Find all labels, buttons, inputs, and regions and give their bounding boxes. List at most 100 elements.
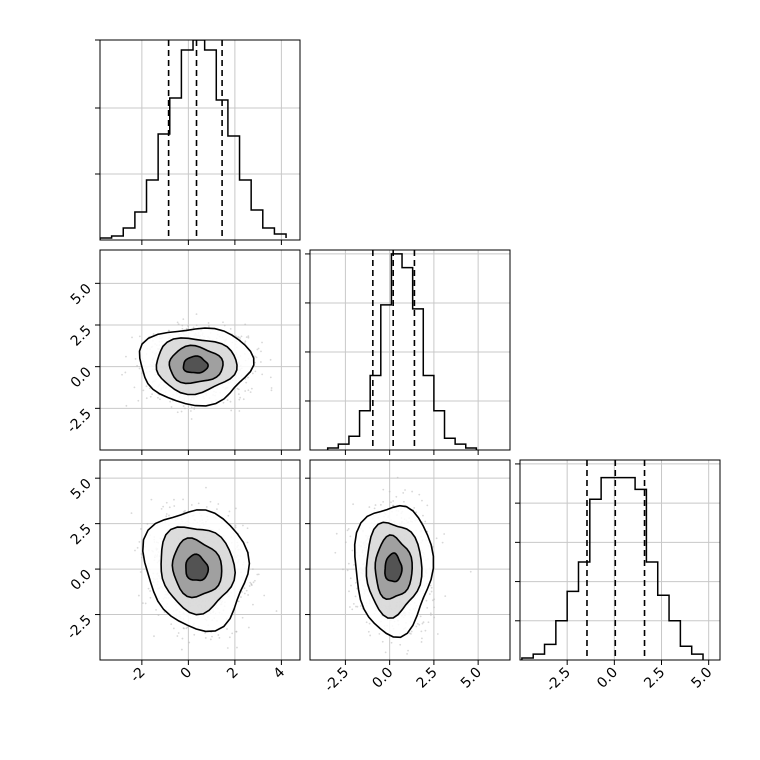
panel-scatter-3-1: -2 0 2 4 -2.5 0.0 2.5 5.0 bbox=[64, 459, 301, 686]
scatter-point bbox=[261, 373, 264, 376]
scatter-point bbox=[236, 646, 238, 649]
scatter-point bbox=[257, 573, 260, 576]
scatter-point bbox=[242, 524, 244, 527]
scatter-point bbox=[136, 546, 139, 549]
y-tick-label: 0.0 bbox=[68, 567, 95, 594]
scatter-point bbox=[187, 325, 189, 327]
scatter-point bbox=[150, 498, 153, 501]
scatter-point bbox=[205, 506, 208, 508]
scatter-point bbox=[396, 476, 399, 479]
scatter-point bbox=[209, 500, 212, 503]
scatter-point bbox=[344, 541, 347, 544]
scatter-point bbox=[443, 533, 446, 535]
scatter-point bbox=[411, 490, 414, 493]
scatter-point bbox=[247, 594, 250, 596]
scatter-point bbox=[415, 511, 418, 514]
scatter-point bbox=[246, 541, 249, 544]
scatter-point bbox=[195, 313, 198, 316]
scatter-point bbox=[416, 622, 419, 625]
histogram-step bbox=[100, 40, 287, 240]
scatter-point bbox=[140, 556, 143, 559]
y-tick-label: -2.5 bbox=[64, 406, 95, 437]
scatter-point bbox=[170, 406, 173, 408]
scatter-point bbox=[378, 632, 381, 635]
y-tick-label: 5.0 bbox=[68, 476, 95, 503]
x-tick-label: -2.5 bbox=[322, 665, 353, 696]
scatter-point bbox=[149, 596, 152, 599]
scatter-point bbox=[140, 553, 143, 555]
histogram-clip bbox=[326, 250, 478, 450]
scatter-point bbox=[244, 390, 247, 392]
scatter-point bbox=[134, 358, 137, 360]
scatter-point bbox=[254, 370, 257, 373]
scatter-point bbox=[245, 589, 248, 592]
density-clip bbox=[121, 313, 273, 420]
scatter-point bbox=[250, 583, 253, 585]
scatter-point bbox=[354, 595, 357, 598]
scatter-point bbox=[254, 361, 256, 364]
scatter-point bbox=[165, 501, 168, 504]
scatter-point bbox=[205, 486, 207, 489]
scatter-point bbox=[253, 579, 256, 582]
scatter-point bbox=[138, 335, 141, 338]
scatter-point bbox=[430, 590, 433, 593]
y-tick-label: -2.5 bbox=[64, 612, 95, 643]
scatter-point bbox=[152, 333, 155, 335]
scatter-point bbox=[168, 506, 171, 509]
x-tick-label: 5.0 bbox=[688, 665, 715, 692]
scatter-point bbox=[223, 324, 226, 327]
scatter-point bbox=[134, 549, 136, 552]
axes-frame bbox=[99, 249, 301, 451]
scatter-point bbox=[226, 399, 229, 401]
scatter-point bbox=[254, 355, 256, 358]
scatter-point bbox=[353, 564, 355, 566]
scatter-point bbox=[270, 387, 273, 389]
x-tick-label: 0.0 bbox=[369, 665, 396, 692]
scatter-point bbox=[444, 595, 447, 598]
scatter-point bbox=[162, 505, 165, 508]
scatter-point bbox=[170, 623, 173, 626]
scatter-point bbox=[236, 387, 239, 390]
panel-scatter-3-2: -2.5 0.0 2.5 5.0 bbox=[305, 459, 511, 696]
scatter-point bbox=[270, 389, 273, 392]
scatter-point bbox=[190, 504, 193, 506]
scatter-point bbox=[252, 603, 254, 606]
scatter-point bbox=[247, 389, 250, 392]
scatter-point bbox=[346, 529, 349, 532]
scatter-point bbox=[248, 585, 251, 587]
density-clip bbox=[130, 486, 278, 651]
x-tick-label: 0 bbox=[178, 665, 196, 683]
scatter-point bbox=[422, 621, 425, 624]
scatter-point bbox=[197, 502, 200, 505]
scatter-point bbox=[222, 321, 224, 324]
scatter-point bbox=[190, 418, 193, 420]
x-tick-label: 0.0 bbox=[594, 665, 621, 692]
scatter-point bbox=[351, 608, 354, 611]
scatter-point bbox=[352, 503, 355, 506]
scatter-point bbox=[421, 637, 423, 640]
scatter-point bbox=[269, 376, 272, 379]
scatter-point bbox=[145, 397, 148, 400]
scatter-point bbox=[138, 367, 141, 370]
scatter-point bbox=[230, 409, 233, 412]
scatter-point bbox=[418, 623, 421, 626]
scatter-point bbox=[431, 599, 434, 602]
scatter-point bbox=[399, 643, 402, 646]
scatter-point bbox=[365, 621, 368, 624]
scatter-point bbox=[249, 391, 252, 394]
scatter-point bbox=[422, 514, 424, 517]
scatter-point bbox=[247, 626, 250, 629]
scatter-point bbox=[395, 495, 398, 498]
scatter-point bbox=[240, 596, 242, 598]
scatter-point bbox=[257, 347, 260, 350]
scatter-point bbox=[228, 636, 231, 639]
x-tick-label: 2 bbox=[224, 665, 242, 683]
scatter-point bbox=[222, 401, 225, 404]
x-tick-label: 2.5 bbox=[641, 665, 668, 692]
histogram-clip bbox=[521, 460, 704, 660]
density-contour bbox=[185, 553, 210, 582]
scatter-point bbox=[141, 372, 143, 375]
scatter-point bbox=[402, 492, 405, 494]
scatter-point bbox=[425, 599, 428, 602]
scatter-point bbox=[207, 322, 210, 324]
